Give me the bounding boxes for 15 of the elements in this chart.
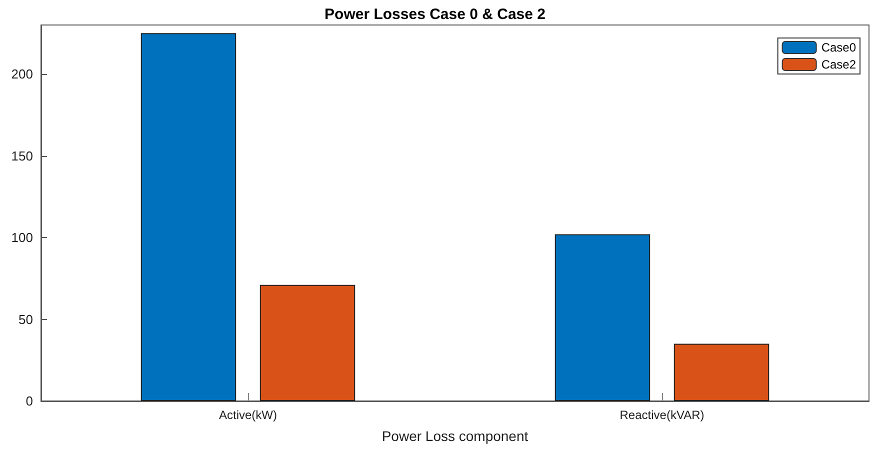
chart-title: Power Losses Case 0 & Case 2 — [324, 6, 546, 23]
y-tick-label: 150 — [11, 148, 33, 164]
bar — [260, 284, 356, 401]
x-tick-label: Reactive(kVAR) — [620, 408, 704, 422]
y-tick-label: 200 — [11, 66, 33, 82]
legend-label: Case0 — [821, 40, 856, 54]
x-tick-label: Active(kW) — [219, 408, 277, 422]
y-tick-label: 0 — [26, 394, 33, 408]
y-tick-label: 100 — [11, 230, 33, 246]
x-axis-title: Power Loss component — [382, 428, 528, 444]
legend-label: Case2 — [821, 58, 856, 72]
bar — [554, 234, 650, 401]
bar — [140, 33, 236, 401]
bar — [674, 344, 770, 401]
y-tick-label: 50 — [18, 312, 33, 327]
